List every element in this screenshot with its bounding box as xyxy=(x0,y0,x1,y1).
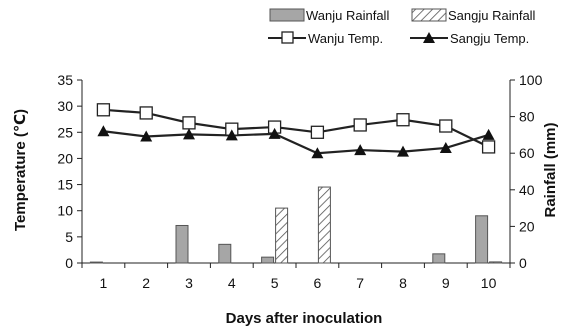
y-left-tick-label: 30 xyxy=(57,98,73,114)
point-sangju-temp xyxy=(482,128,495,140)
y-right-tick-label: 80 xyxy=(519,109,535,125)
x-tick-label: 7 xyxy=(356,275,364,291)
legend-item-sangju-rainfall: Sangju Rainfall xyxy=(411,8,536,23)
x-tick-label: 2 xyxy=(142,275,150,291)
legend-label-sangju-rainfall: Sangju Rainfall xyxy=(448,8,536,23)
legend-label-wanju-rainfall: Wanju Rainfall xyxy=(306,8,389,23)
bar-wanju-rainfall xyxy=(261,256,275,264)
point-wanju-temp xyxy=(439,119,453,133)
x-tick-label: 6 xyxy=(314,275,322,291)
bar-wanju-rainfall xyxy=(175,224,189,264)
y-left-tick-label: 20 xyxy=(57,150,73,166)
point-wanju-temp xyxy=(96,103,111,117)
y-right-tick-label: 100 xyxy=(519,72,543,88)
y-left-tick-label: 0 xyxy=(65,255,73,271)
legend-item-wanju-rainfall: Wanju Rainfall xyxy=(269,8,389,23)
line-wanju-temp xyxy=(103,108,490,148)
point-wanju-temp xyxy=(182,116,196,130)
x-tick-label: 5 xyxy=(271,275,279,291)
y-right-tick-label: 40 xyxy=(519,182,535,198)
point-sangju-temp xyxy=(225,129,238,141)
bar-sangju-rainfall xyxy=(489,261,503,264)
legend-swatch-sangju-rainfall xyxy=(411,8,447,22)
y-right-tick-label: 0 xyxy=(519,255,527,271)
line-sangju-temp xyxy=(103,130,489,155)
bar-sangju-rainfall xyxy=(275,207,289,264)
legend-label-sangju-temp: Sangju Temp. xyxy=(450,31,529,46)
point-sangju-temp xyxy=(140,130,153,142)
legend-marker-square xyxy=(281,31,294,44)
y-axis-left-title: Temperature (℃) xyxy=(12,109,29,231)
point-wanju-temp xyxy=(481,140,496,154)
legend-marker-triangle xyxy=(423,32,435,43)
point-sangju-temp xyxy=(311,147,324,159)
point-sangju-temp xyxy=(268,127,281,139)
point-wanju-temp xyxy=(310,125,325,139)
point-sangju-temp xyxy=(183,128,195,140)
y-left-tick-label: 5 xyxy=(65,229,73,245)
x-axis-title: Days after inoculation xyxy=(226,310,383,327)
y-left-tick-label: 35 xyxy=(57,72,73,88)
legend-item-wanju-temp: Wanju Temp. xyxy=(268,31,383,46)
x-tick-label: 3 xyxy=(185,275,193,291)
point-sangju-temp xyxy=(97,125,110,137)
lines xyxy=(96,103,496,159)
bar-wanju-rainfall xyxy=(89,261,103,264)
point-sangju-temp xyxy=(354,144,367,156)
y-axis-right-title: Rainfall (mm) xyxy=(542,122,559,217)
legend-label-wanju-temp: Wanju Temp. xyxy=(308,31,383,46)
legend-item-sangju-temp: Sangju Temp. xyxy=(410,31,529,46)
ticks: 0 5 10 15 20 25 30 35 0 20 40 60 80 100 1 2 3 4 5 6 7 8 9 10 xyxy=(57,72,542,291)
point-sangju-temp xyxy=(439,141,452,153)
bar-wanju-rainfall xyxy=(432,253,446,264)
bar-wanju-rainfall xyxy=(218,243,232,264)
point-wanju-temp xyxy=(396,113,410,127)
x-tick-label: 8 xyxy=(399,275,407,291)
x-tick-label: 1 xyxy=(100,275,108,291)
y-left-tick-label: 15 xyxy=(57,177,73,193)
legend: Wanju Rainfall Sangju Rainfall Wanju Tem… xyxy=(268,8,536,46)
y-right-tick-label: 60 xyxy=(519,145,535,161)
point-sangju-temp xyxy=(397,145,409,157)
bars xyxy=(89,186,503,264)
y-left-tick-label: 10 xyxy=(57,203,73,219)
bar-sangju-rainfall xyxy=(317,186,331,264)
legend-swatch-wanju-rainfall xyxy=(269,8,305,22)
y-left-tick-label: 25 xyxy=(57,124,73,140)
bar-wanju-rainfall xyxy=(475,215,489,264)
x-tick-label: 9 xyxy=(442,275,450,291)
point-wanju-temp xyxy=(353,118,367,132)
x-tick-label: 4 xyxy=(228,275,236,291)
x-tick-label: 10 xyxy=(481,275,497,291)
point-wanju-temp xyxy=(139,106,153,120)
y-right-tick-label: 20 xyxy=(519,218,535,234)
